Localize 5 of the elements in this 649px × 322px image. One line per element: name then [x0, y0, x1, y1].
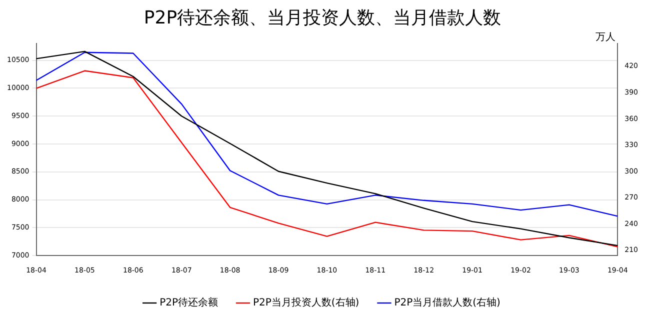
legend-label: P2P待还余额: [160, 296, 218, 309]
y2-axis-title: 万人: [596, 32, 616, 44]
chart-title: P2P待还余额、当月投资人数、当月借款人数: [144, 7, 502, 28]
legend-label: P2P当月投资人数(右轴): [252, 296, 360, 309]
legend-label: P2P当月借款人数(右轴): [394, 296, 501, 309]
